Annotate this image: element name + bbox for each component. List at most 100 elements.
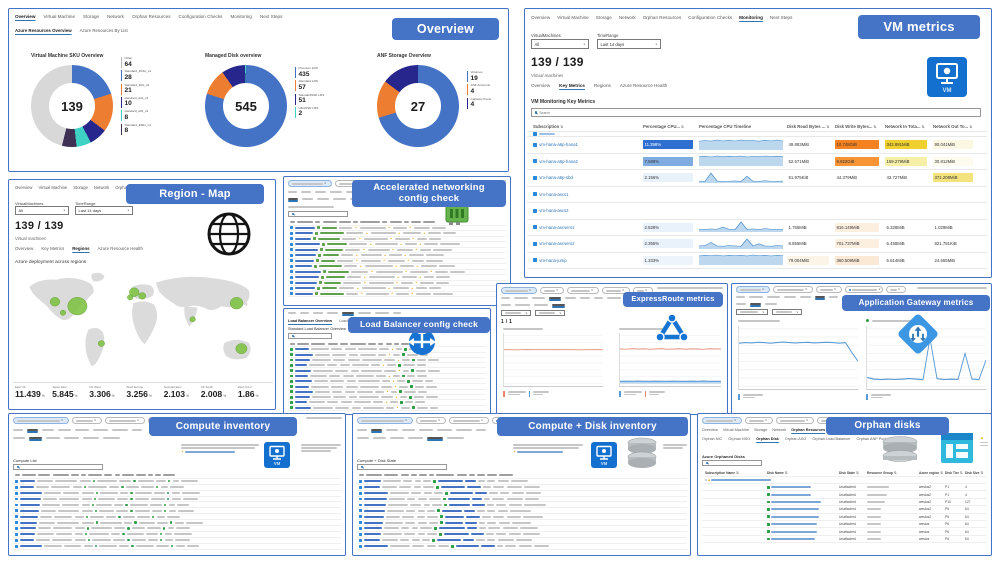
tab[interactable]: Virtual Machine [557, 15, 589, 20]
filter-pill[interactable]: ∨ [845, 286, 883, 293]
tab[interactable]: Orphan Resources [791, 428, 826, 432]
search-box[interactable] [702, 460, 762, 466]
subtab[interactable]: Azure Resources Overview [15, 28, 72, 33]
tab-smudge[interactable] [501, 297, 510, 299]
tab-smudge[interactable] [132, 429, 142, 431]
tab[interactable]: Next Steps [259, 14, 283, 19]
filter-pill[interactable]: ∨ [288, 180, 332, 187]
filter-pill[interactable]: ∨ [702, 417, 742, 424]
tab-smudge[interactable] [515, 304, 530, 306]
tab-smudge[interactable] [103, 437, 120, 439]
tab[interactable]: Monitoring [739, 15, 763, 20]
tab-smudge[interactable] [765, 303, 777, 305]
appgw-dropdown[interactable]: ∨ [736, 309, 768, 315]
search-box[interactable] [531, 108, 981, 117]
tab[interactable]: Next Steps [769, 15, 793, 20]
filter-pill[interactable]: ∨ [540, 287, 564, 294]
tab[interactable]: Configuration Checks [178, 14, 223, 19]
tab[interactable]: Monitoring [230, 14, 252, 19]
disk-name-link[interactable] [771, 486, 812, 489]
circuit-dropdown[interactable]: ∨ [501, 310, 531, 316]
tab-smudge[interactable] [288, 191, 297, 193]
tab-smudge[interactable] [83, 437, 99, 439]
disk-name-link[interactable] [771, 508, 820, 511]
tab-smudge[interactable] [315, 191, 326, 193]
disk-name-link[interactable] [771, 493, 812, 496]
disk-name-link[interactable] [771, 537, 816, 540]
column-header[interactable]: Subscription Name⇅ [705, 470, 739, 475]
search-box[interactable] [357, 464, 447, 470]
search-box[interactable] [13, 464, 103, 470]
tab[interactable]: Orphan Resources [642, 15, 682, 20]
tab-smudge[interactable] [427, 437, 443, 439]
vm-name-link[interactable]: vm-hana-ascsers1 [539, 224, 575, 230]
tab-smudge[interactable] [532, 297, 545, 299]
tab-smudge[interactable] [93, 429, 108, 431]
tab[interactable]: Network [107, 14, 124, 19]
subtab[interactable]: Regions [72, 246, 90, 251]
tab[interactable]: Storage [83, 14, 100, 19]
disk-name-link[interactable] [771, 515, 820, 518]
tab[interactable]: Network [93, 185, 110, 190]
subtab[interactable]: Orphan NIC [702, 437, 723, 441]
subtab[interactable]: Key Metrics [559, 83, 585, 88]
tab-smudge[interactable] [408, 437, 423, 439]
filter-pill[interactable]: ∨ [105, 417, 145, 424]
vm-name-link[interactable]: vm-hana-ascs1 [539, 191, 569, 197]
vm-filter-dropdown[interactable]: All ∨ [15, 206, 69, 215]
subtab[interactable]: Azure Resource Health [97, 246, 143, 251]
tab-smudge[interactable] [29, 437, 42, 439]
filter-pill[interactable]: ∨ [602, 287, 630, 294]
tab-smudge[interactable] [300, 312, 309, 314]
timerange-dropdown[interactable]: ∨ [535, 310, 565, 316]
disk-name-link[interactable] [771, 500, 822, 503]
tab-smudge[interactable] [313, 312, 323, 314]
disk-name-link[interactable] [771, 523, 818, 526]
tab-smudge[interactable] [552, 304, 565, 306]
filter-pill[interactable]: ∨ [567, 287, 599, 294]
column-header[interactable]: Disk Name⇅ [767, 470, 788, 475]
tab-smudge[interactable] [58, 429, 71, 431]
tab-smudge[interactable] [736, 296, 745, 298]
column-header[interactable]: Disk Size⇅ [965, 471, 983, 475]
tab-smudge[interactable] [750, 303, 761, 305]
tab-smudge[interactable] [815, 296, 825, 298]
tab-smudge[interactable] [393, 312, 401, 314]
filter-pill[interactable]: ∨ [357, 417, 413, 424]
column-header[interactable]: Disk State⇅ [839, 470, 859, 475]
tab-smudge[interactable] [13, 429, 23, 431]
tab-smudge[interactable] [501, 304, 511, 306]
tab[interactable]: Storage [595, 15, 612, 20]
tab-smudge[interactable] [437, 429, 452, 431]
vm-name-link[interactable]: vm-hana-a6p-hana2 [539, 158, 578, 164]
tab-smudge[interactable] [371, 429, 382, 431]
filter-pill[interactable]: ∨ [886, 286, 906, 293]
subtab[interactable]: Orphan Disk [756, 437, 779, 441]
tab[interactable]: Orphan Resources [131, 14, 171, 19]
subtab[interactable]: Overview [531, 83, 551, 88]
tab-smudge[interactable] [317, 198, 329, 200]
tab-smudge[interactable] [565, 297, 576, 299]
tab-smudge[interactable] [607, 297, 621, 299]
tab[interactable]: Network [618, 15, 636, 20]
tab-smudge[interactable] [829, 296, 838, 298]
tab[interactable]: Network [772, 428, 787, 432]
tab-smudge[interactable] [342, 312, 354, 314]
filter-pill[interactable]: ∨ [416, 417, 446, 424]
tab[interactable]: Overview [531, 15, 551, 20]
tab-smudge[interactable] [749, 296, 763, 298]
subtab[interactable]: Orphan NSG [728, 437, 751, 441]
tab-smudge[interactable] [419, 429, 433, 431]
tab-smudge[interactable] [42, 429, 54, 431]
subtab[interactable]: Orphan Load Balancer [812, 437, 851, 441]
vm-name-link[interactable]: vm-hana-ascsers2 [539, 241, 575, 247]
tab[interactable]: Overview [15, 185, 33, 190]
tab-smudge[interactable] [288, 312, 296, 314]
vm-name-link[interactable]: vm-hana-a6p-hana1 [539, 142, 578, 148]
subtab[interactable]: Orphan ANF Pool [856, 437, 887, 441]
tab-smudge[interactable] [330, 191, 342, 193]
tab-smudge[interactable] [357, 437, 369, 439]
tab-smudge[interactable] [64, 437, 79, 439]
subtab[interactable]: Load Balancer Overview [288, 319, 333, 323]
tab[interactable]: Virtual Machine [38, 185, 68, 190]
